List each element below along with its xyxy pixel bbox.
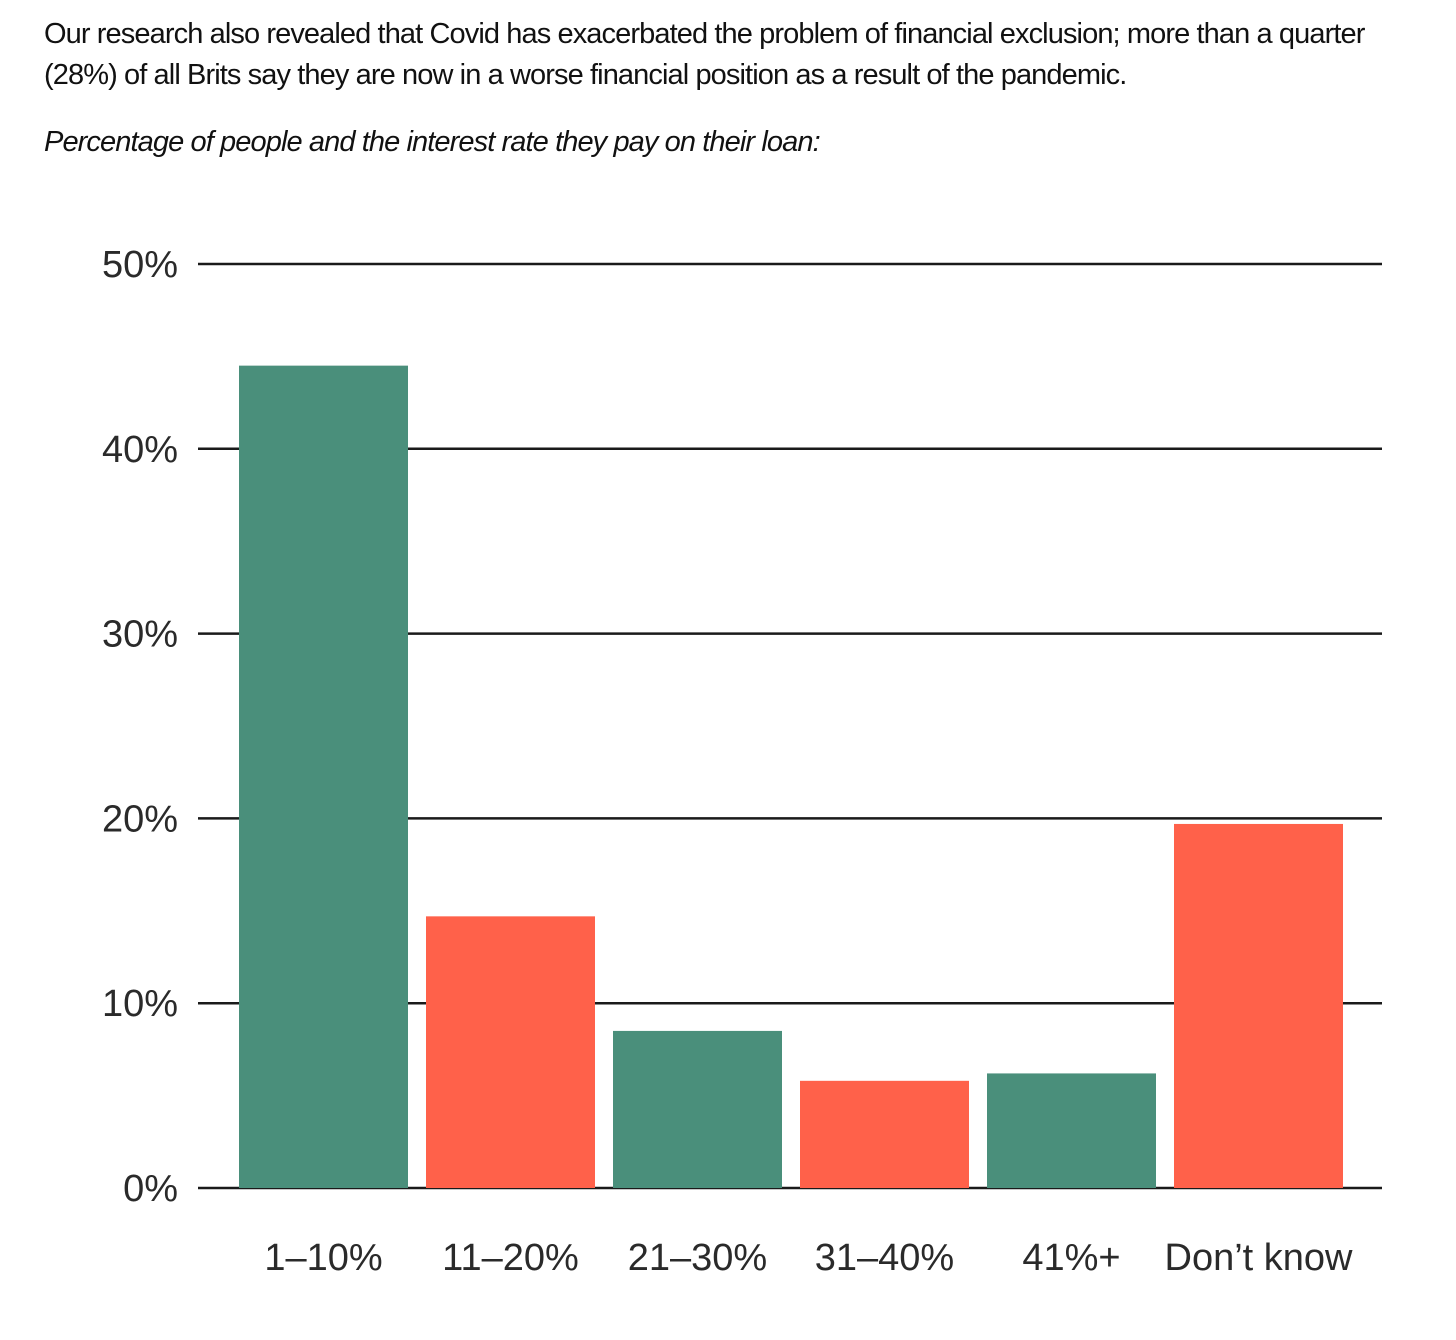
x-category-label: Don’t know bbox=[1165, 1237, 1354, 1279]
x-category-label: 11–20% bbox=[442, 1237, 579, 1279]
intro-paragraph: Our research also revealed that Covid ha… bbox=[44, 18, 1365, 91]
x-category-label: 1–10% bbox=[264, 1237, 382, 1279]
chart-caption: Percentage of people and the interest ra… bbox=[44, 126, 821, 158]
x-axis-category-labels: 1–10% 11–20% 21–30% 31–40% 41%+ Don’t know bbox=[264, 1237, 1353, 1279]
y-axis-tick-labels: 0% 10% 20% 30% 40% 50% bbox=[102, 244, 178, 1210]
y-tick-label: 20% bbox=[102, 798, 178, 840]
y-tick-label: 40% bbox=[102, 429, 178, 471]
y-tick-label: 10% bbox=[102, 983, 178, 1025]
y-tick-label: 0% bbox=[123, 1168, 178, 1210]
bar bbox=[987, 1073, 1156, 1188]
y-tick-label: 50% bbox=[102, 244, 178, 286]
y-tick-label: 30% bbox=[102, 614, 178, 656]
bar bbox=[1174, 823, 1343, 1188]
bar bbox=[239, 365, 408, 1188]
x-category-label: 41%+ bbox=[1022, 1237, 1120, 1279]
bar bbox=[426, 916, 595, 1188]
x-category-label: 31–40% bbox=[815, 1237, 954, 1279]
bar bbox=[800, 1080, 969, 1188]
bar bbox=[613, 1030, 782, 1188]
x-category-label: 21–30% bbox=[628, 1237, 767, 1279]
bars bbox=[239, 365, 1343, 1188]
